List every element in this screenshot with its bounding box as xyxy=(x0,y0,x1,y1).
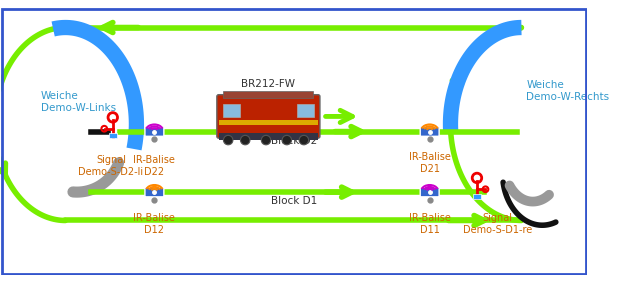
Circle shape xyxy=(223,135,233,145)
Text: Weiche
Demo-W-Links: Weiche Demo-W-Links xyxy=(41,91,116,113)
Circle shape xyxy=(240,135,250,145)
Text: IR-Balise
D12: IR-Balise D12 xyxy=(134,213,175,235)
Bar xyxy=(473,194,481,199)
Bar xyxy=(219,120,318,125)
Bar xyxy=(297,104,314,117)
Bar xyxy=(219,134,318,140)
Bar xyxy=(222,104,240,117)
Text: Weiche
Demo-W-Rechts: Weiche Demo-W-Rechts xyxy=(526,80,609,102)
FancyBboxPatch shape xyxy=(420,187,439,197)
Circle shape xyxy=(299,135,309,145)
Circle shape xyxy=(261,135,271,145)
Circle shape xyxy=(282,135,292,145)
Text: BR212-FW: BR212-FW xyxy=(241,79,295,89)
Bar xyxy=(223,91,313,98)
Text: Block D2: Block D2 xyxy=(271,136,318,146)
FancyBboxPatch shape xyxy=(145,127,164,136)
Text: Block D1: Block D1 xyxy=(271,196,318,206)
Text: IR-Balise
D11: IR-Balise D11 xyxy=(409,213,451,235)
FancyBboxPatch shape xyxy=(420,127,439,136)
FancyBboxPatch shape xyxy=(217,95,320,138)
Bar xyxy=(109,134,116,138)
FancyBboxPatch shape xyxy=(145,187,164,197)
Text: IR-Balise
D21: IR-Balise D21 xyxy=(409,152,451,174)
Text: Signal
Demo-S-D1-re: Signal Demo-S-D1-re xyxy=(463,213,532,235)
Text: IR-Balise
D22: IR-Balise D22 xyxy=(134,155,175,177)
Text: Signal
Demo-S-D2-li: Signal Demo-S-D2-li xyxy=(79,155,144,177)
